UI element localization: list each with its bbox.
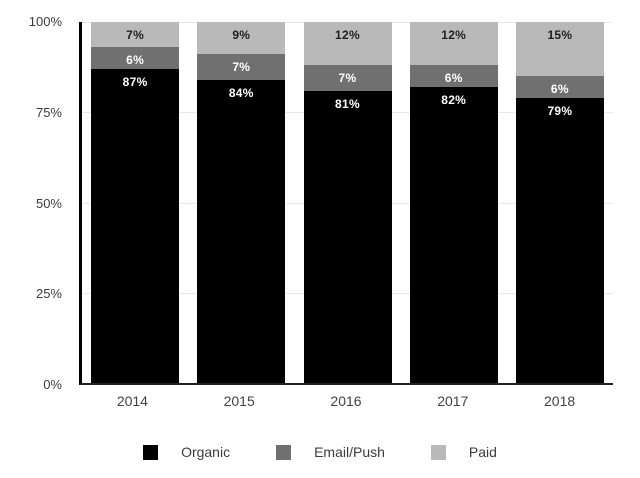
x-axis-tick-label: 2017 — [437, 393, 469, 409]
bar-value-label: 81% — [335, 96, 360, 111]
bar-value-label: 6% — [126, 53, 145, 68]
x-axis-tick-label: 2018 — [544, 393, 576, 409]
bar-group-2016: 12% 7% 81% — [294, 22, 400, 383]
bar-segment-paid: 9% — [197, 22, 286, 55]
x-axis-tick-label: 2016 — [330, 393, 362, 409]
bars-container: 7% 6% 87% 9% 7% 84% 12% 7% 81% 12% 6% 82% 15% 6% 79% — [82, 22, 613, 383]
x-axis: 2014 2015 2016 2017 2018 — [79, 393, 613, 409]
bar-value-label: 9% — [232, 28, 251, 42]
legend-label: Organic — [181, 444, 231, 460]
plot-area: 7% 6% 87% 9% 7% 84% 12% 7% 81% 12% 6% 82% 15% 6% 79% — [79, 22, 613, 385]
bar-segment-email-push: 6% — [515, 76, 604, 98]
x-axis-tick-label: 2014 — [116, 393, 148, 409]
legend-label: Email/Push — [314, 444, 385, 460]
legend-swatch-email-push — [276, 444, 292, 460]
y-axis-tick-label: 25% — [35, 286, 62, 302]
y-axis: 0% 25% 50% 75% 100% — [0, 14, 64, 392]
stacked-bar-2014: 7% 6% 87% — [91, 22, 180, 383]
bar-segment-organic: 82% — [409, 86, 498, 383]
bar-group-2014: 7% 6% 87% — [82, 22, 188, 383]
bar-segment-organic: 84% — [197, 79, 286, 383]
stacked-bar-2016: 12% 7% 81% — [303, 22, 392, 383]
legend-item-organic: Organic — [143, 444, 230, 460]
bar-value-label: 79% — [547, 103, 573, 118]
bar-segment-organic: 81% — [303, 90, 392, 383]
bar-value-label: 7% — [126, 28, 145, 42]
bar-value-label: 15% — [547, 28, 573, 42]
bar-segment-paid: 7% — [91, 22, 180, 48]
y-axis-tick-label: 100% — [28, 14, 62, 29]
legend-item-email-push: Email/Push — [276, 444, 385, 460]
bar-segment-organic: 79% — [515, 97, 604, 383]
y-axis-tick-label: 50% — [35, 195, 62, 211]
legend-label: Paid — [468, 444, 497, 460]
bar-segment-paid: 15% — [515, 22, 604, 77]
x-axis-tick-label: 2015 — [223, 393, 255, 409]
bar-value-label: 7% — [232, 60, 251, 75]
bar-segment-email-push: 6% — [409, 65, 498, 87]
bar-segment-organic: 87% — [91, 68, 180, 383]
bar-value-label: 6% — [444, 71, 463, 86]
bar-value-label: 87% — [122, 74, 148, 89]
bar-value-label: 82% — [441, 92, 467, 107]
y-axis-tick-label: 75% — [35, 104, 62, 120]
legend-swatch-paid — [430, 444, 446, 460]
stacked-bar-2018: 15% 6% 79% — [515, 22, 604, 383]
bar-value-label: 6% — [550, 82, 569, 97]
bar-segment-email-push: 7% — [303, 65, 392, 91]
legend-item-paid: Paid — [430, 444, 497, 460]
y-axis-tick-label: 0% — [43, 377, 62, 392]
bar-segment-email-push: 7% — [197, 54, 286, 80]
bar-segment-email-push: 6% — [91, 47, 180, 69]
bar-group-2017: 12% 6% 82% — [401, 22, 507, 383]
bar-value-label: 84% — [228, 85, 254, 100]
bar-segment-paid: 12% — [303, 22, 392, 66]
bar-value-label: 12% — [335, 28, 360, 42]
stacked-bar-2015: 9% 7% 84% — [197, 22, 286, 383]
bar-group-2018: 15% 6% 79% — [507, 22, 613, 383]
bar-value-label: 7% — [338, 71, 357, 86]
bar-segment-paid: 12% — [409, 22, 498, 66]
stacked-bar-2017: 12% 6% 82% — [409, 22, 498, 383]
legend: Organic Email/Push Paid — [0, 444, 640, 460]
bar-group-2015: 9% 7% 84% — [188, 22, 294, 383]
bar-value-label: 12% — [441, 28, 467, 42]
legend-swatch-organic — [143, 444, 159, 460]
